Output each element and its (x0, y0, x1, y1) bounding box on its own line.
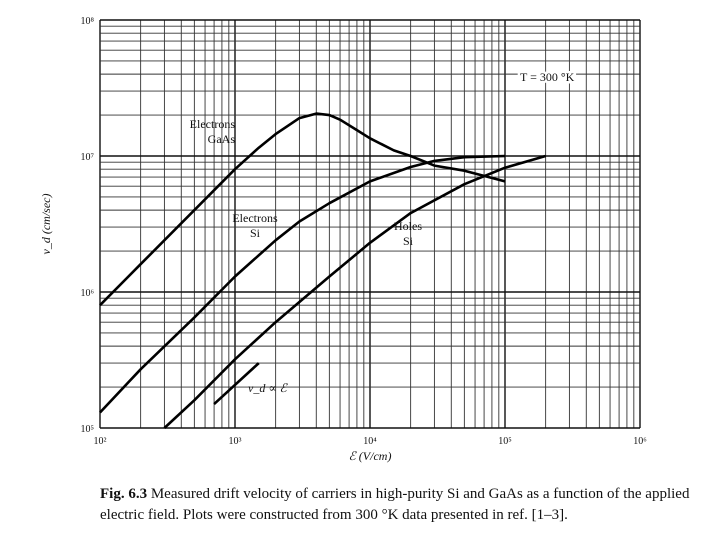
figure-number: Fig. 6.3 (100, 486, 148, 502)
series-label: Electrons GaAs (190, 117, 236, 146)
proportionality-line (213, 362, 260, 406)
y-tick-label: 10⁸ (81, 16, 95, 27)
proportionality-label: v_d ∝ ℰ (248, 381, 288, 395)
x-tick-label: 10⁵ (498, 436, 512, 447)
tick-labels: 10² 10³ 10⁴ 10⁵ 10⁶ 10⁵ 10⁶ 10⁷ 10⁸ (81, 16, 648, 447)
y-tick-label: 10⁵ (81, 424, 95, 435)
series-line-electrons-si (99, 154, 506, 414)
series-label: Holes Si (394, 219, 422, 248)
x-axis-label: ℰ (V/cm) (349, 449, 392, 463)
x-tick-label: 10³ (229, 436, 242, 447)
temperature-label: T = 300 °K (520, 70, 575, 84)
series-label-line: Electrons (232, 211, 278, 225)
y-tick-label: 10⁶ (81, 288, 95, 299)
caption-text: Measured drift velocity of carriers in h… (100, 486, 690, 523)
curves (99, 112, 546, 429)
series-line-electrons-gaas (99, 112, 506, 307)
series-label-line: Holes (394, 219, 422, 233)
x-tick-label: 10² (94, 436, 107, 447)
series-label: Electrons Si (232, 211, 278, 240)
x-tick-label: 10⁴ (363, 436, 377, 447)
x-tick-label: 10⁶ (633, 436, 647, 447)
series-label-line: Si (403, 234, 414, 248)
y-axis-label: v_d (cm/sec) (39, 194, 53, 255)
y-tick-label: 10⁷ (81, 152, 95, 163)
series-label-line: Si (250, 226, 261, 240)
series-label-line: Electrons (190, 117, 236, 131)
series-line-holes-si (163, 154, 546, 429)
series-label-line: GaAs (208, 132, 236, 146)
figure-caption: Fig. 6.3 Measured drift velocity of carr… (100, 484, 700, 526)
grid (99, 19, 641, 429)
